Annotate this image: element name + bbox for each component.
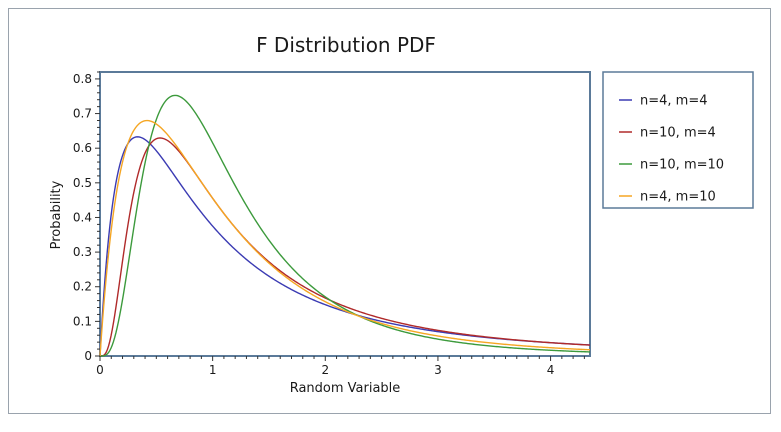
x-tick-label: 4: [547, 363, 555, 377]
series-line-2: [99, 137, 591, 357]
legend-label-4: n=4, m=10: [640, 190, 716, 205]
legend: n=4, m=4 n=10, m=4 n=10, m=10 n=4, m=10: [619, 94, 724, 205]
y-tick-label: 0.7: [73, 107, 92, 121]
y-tick-label: 0.3: [73, 245, 92, 259]
series-line-4: [99, 119, 591, 357]
x-tick-label: 0: [96, 363, 104, 377]
series-line-3: [100, 94, 591, 357]
y-tick-label: 0.6: [73, 141, 92, 155]
y-tick-label: 0.5: [73, 176, 92, 190]
y-tick-label: 0.8: [73, 72, 92, 86]
x-axis-label: Random Variable: [290, 381, 401, 396]
x-tick-label: 3: [434, 363, 442, 377]
x-axis: 0 1 2 3 4: [96, 356, 585, 377]
chart-title: F Distribution PDF: [256, 33, 436, 57]
y-tick-label: 0.2: [73, 280, 92, 294]
legend-label-3: n=10, m=10: [640, 158, 724, 173]
series-group: [99, 94, 591, 357]
x-tick-label: 2: [321, 363, 329, 377]
y-tick-label: 0: [84, 349, 92, 363]
y-tick-label: 0.1: [73, 314, 92, 328]
legend-label-1: n=4, m=4: [640, 94, 708, 109]
plot-area: [99, 71, 591, 357]
y-axis-label: Probability: [49, 180, 64, 249]
legend-box: [602, 71, 754, 209]
x-tick-label: 1: [209, 363, 217, 377]
y-axis: 0 0.1 0.2 0.3 0.4 0.5 0.6 0.7 0.8: [73, 71, 100, 363]
y-tick-label: 0.4: [73, 210, 92, 224]
legend-label-2: n=10, m=4: [640, 126, 716, 141]
